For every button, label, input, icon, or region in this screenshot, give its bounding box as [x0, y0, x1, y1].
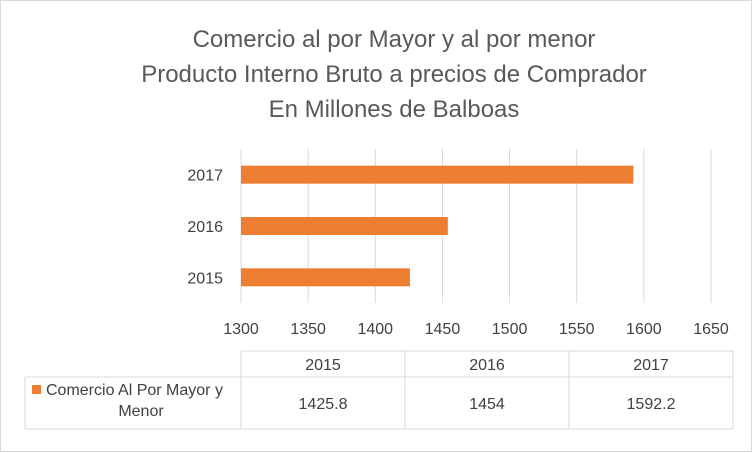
x-tick-label-1400: 1400: [357, 321, 393, 338]
y-tick-label-2017: 2017: [187, 168, 223, 185]
chart-title: Comercio al por Mayor y al por menor Pro…: [141, 26, 647, 123]
table-header-2017: 2017: [633, 357, 669, 374]
x-tick-label-1550: 1550: [559, 321, 595, 338]
bar-2015: [241, 268, 410, 287]
y-axis-labels: 2015 2016 2017: [187, 168, 223, 288]
legend-swatch: [32, 385, 41, 394]
table-value-2015: 1425.8: [299, 396, 348, 413]
chart-title-line-1: Comercio al por Mayor y al por menor: [193, 26, 596, 53]
x-tick-label-1450: 1450: [425, 321, 461, 338]
table-series-label-line-2: Menor: [118, 403, 164, 420]
x-tick-label-1350: 1350: [290, 321, 326, 338]
table-series-label-line-1: Comercio Al Por Mayor y: [46, 382, 223, 399]
x-tick-label-1650: 1650: [693, 321, 729, 338]
y-tick-label-2016: 2016: [187, 219, 223, 236]
table-header-2016: 2016: [469, 357, 505, 374]
y-tick-label-2015: 2015: [187, 270, 223, 287]
data-table: 2015 2016 2017 1425.8 1454 1592.2 Comercio Al …: [24, 350, 734, 430]
chart-title-line-2: Producto Interno Bruto a precios de Comp…: [141, 61, 647, 88]
x-axis-labels: 1300 1350 1400 1450 1500 1550 1600 1650: [223, 321, 729, 338]
table-value-2017: 1592.2: [627, 396, 676, 413]
x-tick-label-1500: 1500: [492, 321, 528, 338]
bar-2016: [241, 217, 448, 235]
table-header-2015: 2015: [305, 357, 341, 374]
chart-title-line-3: En Millones de Balboas: [269, 96, 520, 123]
x-tick-label-1300: 1300: [223, 321, 259, 338]
x-tick-label-1600: 1600: [626, 321, 662, 338]
table-value-2016: 1454: [469, 396, 505, 413]
bar-2017: [241, 165, 634, 184]
bars: [241, 165, 634, 287]
